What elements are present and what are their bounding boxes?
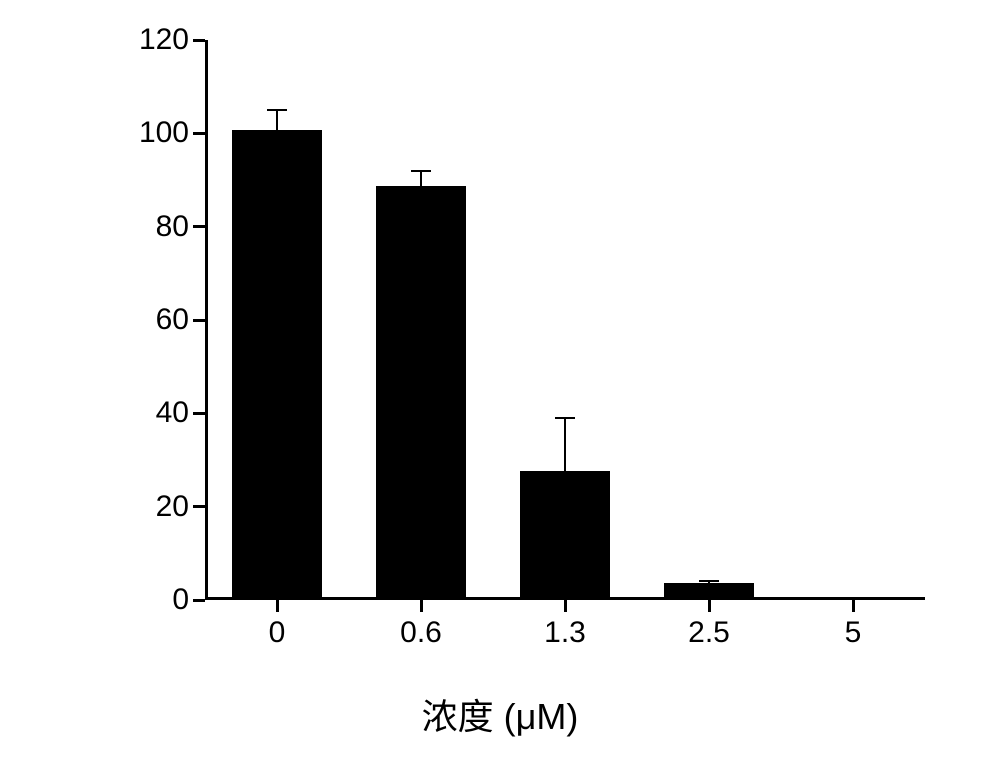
error-bar-cap [555, 417, 575, 419]
error-bar [276, 110, 278, 133]
y-tick-label: 100 [139, 116, 189, 150]
y-axis-line [205, 40, 208, 600]
x-tick-label: 0 [269, 616, 286, 650]
x-tick [420, 600, 423, 612]
y-tick [193, 132, 205, 135]
bar [232, 130, 321, 597]
x-tick-label: 2.5 [688, 616, 730, 650]
y-tick [193, 505, 205, 508]
y-tick [193, 319, 205, 322]
error-bar [564, 418, 566, 474]
x-tick [852, 600, 855, 612]
plot-area: 020406080100120 00.61.32.55 [205, 40, 925, 600]
error-bar-cap [267, 109, 287, 111]
y-tick-label: 20 [156, 490, 189, 524]
x-tick [276, 600, 279, 612]
y-tick [193, 225, 205, 228]
bar [376, 186, 465, 597]
y-tick-label: 40 [156, 396, 189, 430]
x-tick-label: 1.3 [544, 616, 586, 650]
y-tick [193, 412, 205, 415]
y-tick-label: 80 [156, 210, 189, 244]
y-tick-label: 120 [139, 23, 189, 57]
x-axis-label: 浓度 (μM) [422, 688, 579, 740]
error-bar [420, 171, 422, 190]
y-tick [193, 599, 205, 602]
error-bar-cap [699, 580, 719, 582]
chart-container: NL4.3 病毒复制 (%) 020406080100120 00.61.32.… [30, 20, 970, 740]
x-tick [708, 600, 711, 612]
y-tick [193, 39, 205, 42]
x-tick [564, 600, 567, 612]
error-bar-cap [411, 170, 431, 172]
bar [520, 471, 609, 597]
y-tick-label: 60 [156, 303, 189, 337]
y-tick-label: 0 [172, 583, 189, 617]
x-tick-label: 0.6 [400, 616, 442, 650]
x-tick-label: 5 [845, 616, 862, 650]
